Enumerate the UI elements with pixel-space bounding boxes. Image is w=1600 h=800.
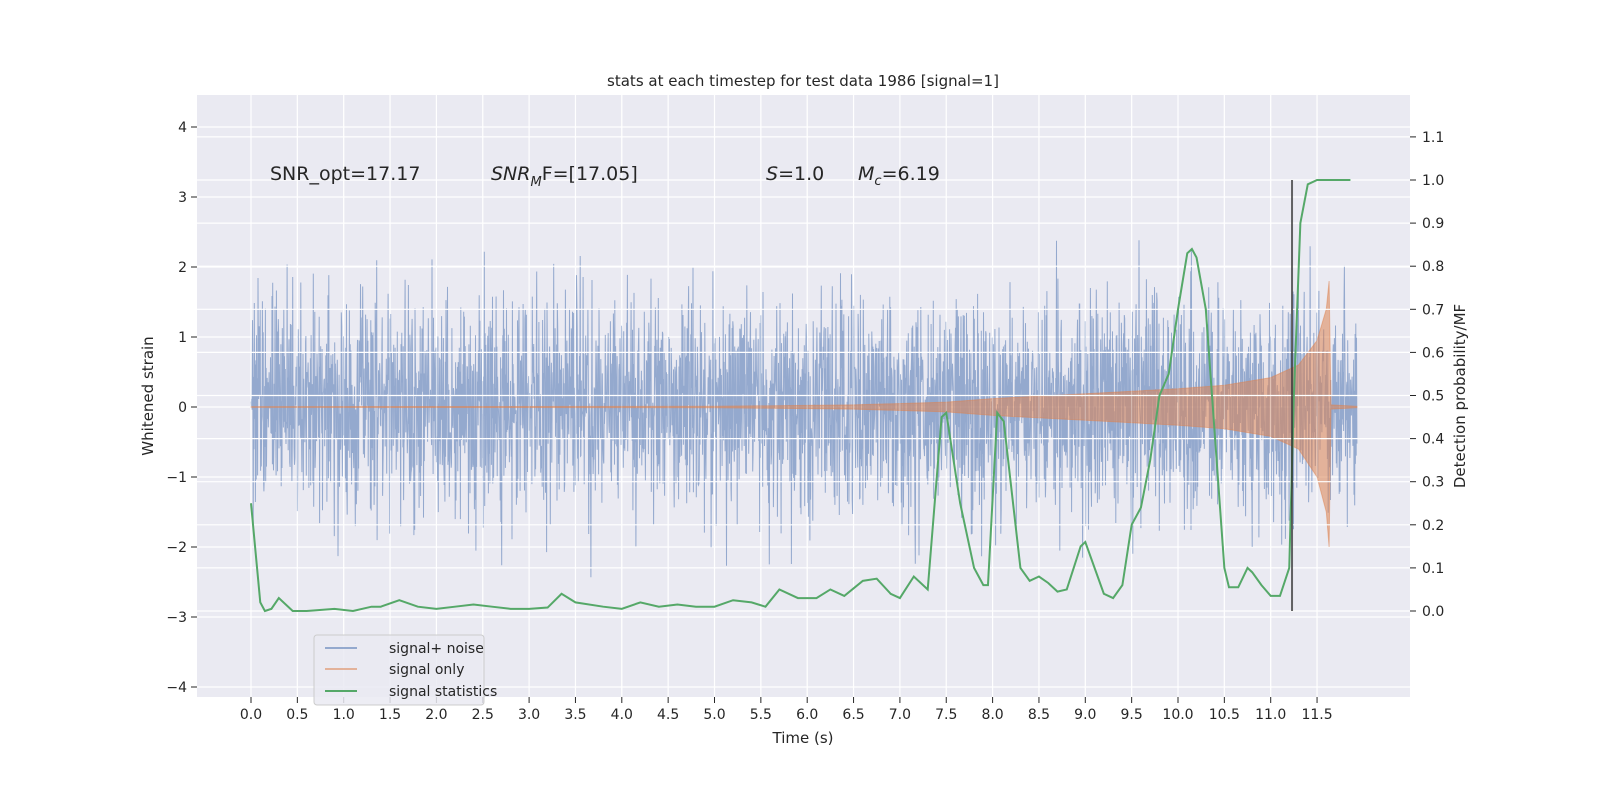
y-right-tick-label: 0.1 — [1422, 561, 1444, 577]
x-tick-label: 9.0 — [1074, 707, 1096, 723]
x-tick-label: 6.0 — [796, 707, 818, 723]
signal-statistics-series — [250, 179, 1351, 613]
x-tick-label: 5.5 — [750, 707, 772, 723]
x-tick-label: 10.0 — [1162, 707, 1193, 723]
x-tick-label: 3.5 — [564, 707, 586, 723]
y-right-tick-label: 1.1 — [1422, 130, 1444, 146]
s-value: =1.0 — [778, 163, 824, 185]
mc-sub: c — [874, 174, 881, 189]
x-tick-label: 4.0 — [611, 707, 633, 723]
annotation-snr-mf: SNRMF=[17.05] — [491, 163, 638, 190]
x-tick-label: 3.0 — [518, 707, 540, 723]
x-tick-label: 4.5 — [657, 707, 679, 723]
snr-mf-sub: M — [530, 175, 541, 190]
y-right-tick-label: 0.0 — [1422, 604, 1444, 620]
chart-title: stats at each timestep for test data 198… — [607, 72, 999, 90]
y-left-tick-label: −3 — [166, 610, 187, 626]
x-tick-label: 6.5 — [842, 707, 864, 723]
x-tick-label: 0.5 — [286, 707, 308, 723]
y-right-tick-label: 0.6 — [1422, 345, 1444, 361]
y-left-tick-label: −1 — [166, 470, 187, 486]
y-right-tick-label: 1.0 — [1422, 173, 1444, 189]
x-tick-label: 1.0 — [333, 707, 355, 723]
y-right-tick-label: 0.7 — [1422, 302, 1444, 318]
x-tick-label: 9.5 — [1121, 707, 1143, 723]
mc-symbol: M — [858, 163, 874, 185]
y-left-tick-label: 0 — [178, 400, 187, 416]
legend-label-noise: signal+ noise — [389, 641, 484, 657]
legend-label-signal: signal only — [389, 662, 464, 678]
snr-mf-base: SNR — [491, 163, 530, 185]
annotation-mc: Mc=6.19 — [858, 163, 940, 189]
x-tick-label: 5.0 — [703, 707, 725, 723]
x-axis-ticks: 0.0 0.5 1.0 1.5 2.0 2.5 3.0 3.5 4.0 4.5 5.0 5.5 6.0 6… — [240, 697, 1333, 723]
x-tick-label: 7.5 — [935, 707, 957, 723]
y-right-tick-label: 0.2 — [1422, 518, 1444, 534]
x-axis-label: Time (s) — [772, 729, 834, 747]
y-axis-right-ticks: 0.0 0.1 0.2 0.3 0.4 0.5 0.6 0.7 0.8 0.9 1.0 1.1 — [1410, 130, 1444, 620]
x-tick-label: 1.5 — [379, 707, 401, 723]
y-axis-left-ticks: −4 −3 −2 −1 0 1 2 3 4 — [166, 120, 197, 696]
x-tick-label: 0.0 — [240, 707, 262, 723]
legend-box — [313, 634, 485, 706]
x-tick-label: 8.5 — [1028, 707, 1050, 723]
signal-only-series — [250, 280, 1358, 548]
y-right-tick-label: 0.8 — [1422, 259, 1444, 275]
legend: signal+ noise signal only signal statist… — [313, 634, 497, 706]
x-tick-label: 11.0 — [1255, 707, 1286, 723]
x-tick-label: 2.0 — [425, 707, 447, 723]
y-axis-right-label: Detection probability/MF — [1451, 304, 1469, 488]
y-left-tick-label: 4 — [178, 120, 187, 136]
annotation-snr-opt: SNR_opt=17.17 — [270, 163, 420, 185]
y-right-tick-label: 0.9 — [1422, 216, 1444, 232]
y-left-tick-label: −2 — [166, 540, 187, 556]
x-tick-label: 8.0 — [981, 707, 1003, 723]
mc-value: =6.19 — [882, 163, 940, 185]
y-left-tick-label: 1 — [178, 330, 187, 346]
grid-right — [197, 95, 1410, 697]
x-tick-label: 10.5 — [1209, 707, 1240, 723]
x-tick-label: 2.5 — [472, 707, 494, 723]
annotation-s: S=1.0 — [766, 163, 824, 185]
noise-series — [250, 240, 1358, 578]
x-tick-label: 7.0 — [889, 707, 911, 723]
y-left-tick-label: 3 — [178, 190, 187, 206]
y-left-tick-label: −4 — [166, 680, 187, 696]
x-tick-label: 11.5 — [1301, 707, 1332, 723]
snr-mf-rest: F=[17.05] — [542, 163, 638, 185]
y-right-tick-label: 0.3 — [1422, 475, 1444, 491]
y-right-tick-label: 0.5 — [1422, 389, 1444, 405]
y-axis-left-label: Whitened strain — [139, 336, 157, 455]
y-left-tick-label: 2 — [178, 260, 187, 276]
legend-label-stats: signal statistics — [389, 684, 497, 700]
s-symbol: S — [766, 163, 778, 185]
y-right-tick-label: 0.4 — [1422, 432, 1444, 448]
